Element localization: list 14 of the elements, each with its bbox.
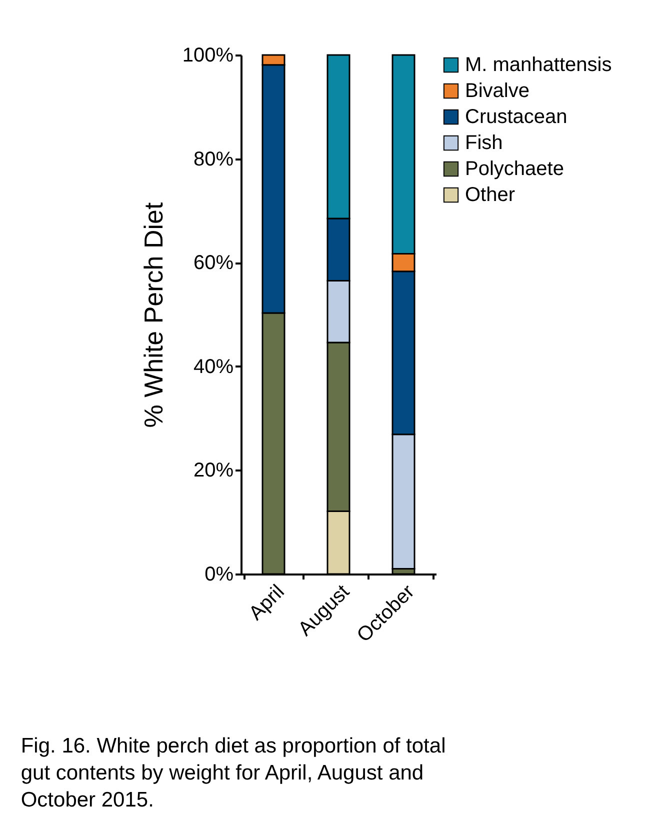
legend-label: Crustacean: [465, 106, 568, 128]
legend-label: Fish: [465, 132, 503, 154]
legend-label: Bivalve: [465, 80, 530, 102]
y-tick-label: 60%: [193, 252, 234, 274]
caption: Fig. 16. White perch diet as proportion of total gut contents by weight for April, August and October 2015.: [20, 734, 446, 812]
y-tick-label: 20%: [193, 460, 234, 482]
y-tick-label: 40%: [193, 356, 234, 378]
legend-label: M. manhattensis: [465, 54, 612, 76]
y-axis-title: % White Perch Diet: [138, 202, 168, 428]
y-tick-label: 100%: [182, 44, 234, 66]
legend-label: Other: [465, 184, 516, 206]
y-tick-label: 0%: [204, 564, 234, 586]
y-tick-label: 80%: [193, 148, 234, 170]
legend-label: Polychaete: [465, 158, 564, 180]
